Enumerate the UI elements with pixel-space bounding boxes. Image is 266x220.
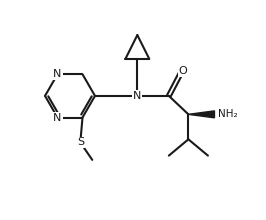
Text: N: N xyxy=(53,69,62,79)
Text: N: N xyxy=(133,91,142,101)
Text: S: S xyxy=(77,138,84,147)
Text: NH₂: NH₂ xyxy=(218,109,238,119)
Text: O: O xyxy=(178,66,187,76)
Text: N: N xyxy=(53,112,62,123)
Polygon shape xyxy=(188,111,214,118)
